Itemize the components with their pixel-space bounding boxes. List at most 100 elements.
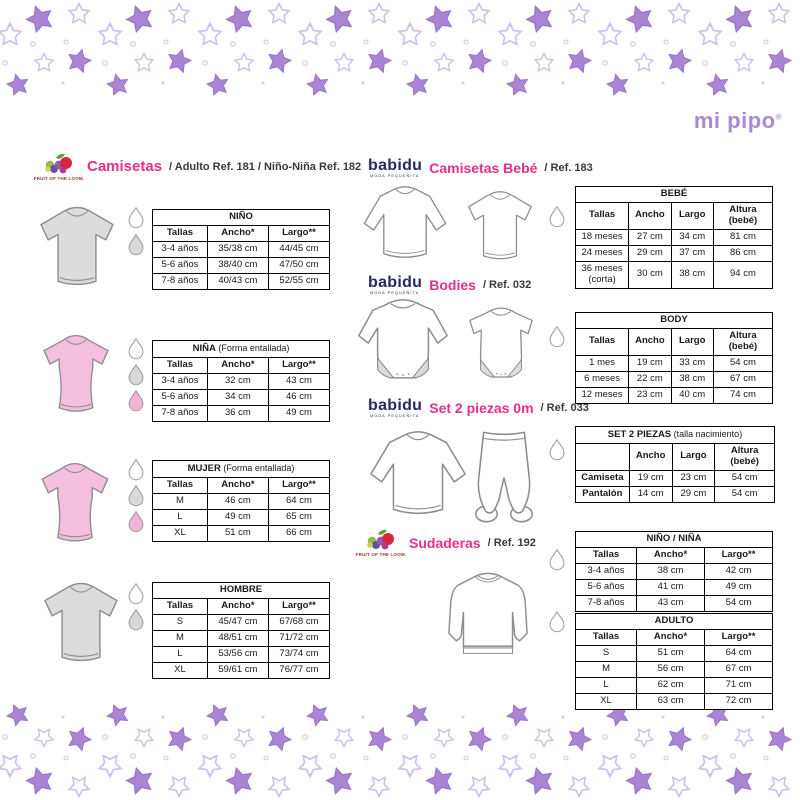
fruit-cluster-icon — [42, 152, 76, 176]
table-cell: 18 meses — [574, 228, 630, 246]
table-title-text: BEBÉ — [660, 188, 688, 200]
table-hombre: HOMBRE Tallas Ancho* Largo** S 45/47 cm 67/68 … — [152, 582, 331, 679]
drop-white-icon — [126, 582, 146, 607]
table-cell: 64 cm — [704, 644, 773, 662]
table-cell: 53/56 cm — [206, 645, 269, 663]
table-cell: XL — [152, 661, 208, 679]
table-cell: 81 cm — [712, 228, 774, 246]
babidu-logo-subtext: MODA PEQUEÑITA — [370, 414, 420, 418]
table-cell: 74 cm — [712, 386, 774, 404]
table-cell: 19 cm — [628, 354, 672, 372]
table-col-header: Altura (bebé) — [714, 442, 775, 471]
babidu-logo: babidu MODA PEQUEÑITA — [368, 275, 422, 296]
table-cell: 59/61 cm — [206, 661, 269, 679]
drop-white-icon — [126, 206, 146, 231]
table-row: Camiseta 19 cm 23 cm 54 cm — [575, 469, 775, 487]
table-row: XL 51 cm 66 cm — [152, 524, 331, 542]
table-cell: 41 cm — [636, 578, 706, 596]
star-border-bottom — [0, 705, 800, 800]
babidu-logo-text: babidu — [368, 274, 423, 291]
table-row: M 56 cm 67 cm — [574, 660, 773, 678]
table-cell: 54 cm — [714, 485, 775, 503]
table-col-header: Ancho* — [206, 356, 269, 374]
section-sudaderas-heading: FRUIT OF THE LOOM. Sudaderas / Ref. 192 — [356, 528, 536, 557]
table-cell: 43 cm — [636, 594, 706, 612]
set-camiseta-image — [364, 426, 472, 526]
table-cell: 48/51 cm — [206, 629, 269, 647]
table-cell: 86 cm — [712, 244, 774, 262]
table-row: 7-8 años 43 cm 54 cm — [574, 594, 773, 612]
table-cell: 38 cm — [670, 370, 714, 388]
table-col-header: Tallas — [152, 356, 208, 374]
table-row: S 51 cm 64 cm — [574, 644, 773, 662]
drop-gray-icon — [126, 608, 146, 633]
camiseta-bebe-manga-larga-image — [357, 186, 453, 264]
table-cell: 37 cm — [670, 244, 714, 262]
table-body: BODY Tallas Ancho Largo Altura (bebé) 1 mes 19… — [574, 312, 774, 404]
table-cell: 1 mes — [574, 354, 630, 372]
fruit-cluster-icon — [364, 528, 398, 552]
table-row: L 62 cm 71 cm — [574, 676, 773, 694]
section-title-set2: Set 2 piezas 0m — [429, 400, 534, 417]
table-cell: 65 cm — [267, 508, 331, 526]
nino-tshirt-image — [32, 205, 122, 291]
table-title-text: MUJER — [187, 463, 221, 474]
table-row: 7-8 años 40/43 cm 52/55 cm — [152, 272, 331, 290]
drop-pink-icon — [126, 389, 146, 414]
table-cell: XL — [152, 524, 208, 542]
fruit-of-the-loom-logo-text: FRUIT OF THE LOOM. — [33, 176, 85, 181]
table-cell: 67 cm — [712, 370, 774, 388]
set-pantalon-image — [470, 428, 538, 528]
table-col-header: Tallas — [574, 328, 630, 356]
table-col-header: Largo — [670, 328, 714, 356]
table-cell: 7-8 años — [152, 272, 208, 290]
table-cell: 66 cm — [267, 524, 331, 542]
table-cell: 71 cm — [704, 676, 773, 694]
mujer-tshirt-image — [32, 454, 118, 554]
table-cell: 51 cm — [636, 644, 706, 662]
camiseta-bebe-manga-corta-image — [458, 191, 542, 263]
table-cell: 7-8 años — [152, 404, 208, 422]
drop-white-icon — [547, 548, 567, 573]
table-cell: 6 meses — [574, 370, 630, 388]
table-col-header: Largo** — [267, 225, 331, 242]
table-title-text: HOMBRE — [219, 584, 263, 596]
table-col-header: Tallas — [152, 598, 208, 615]
table-col-header: Altura (bebé) — [712, 202, 774, 230]
table-col-header: Ancho — [628, 328, 672, 356]
table-cell: 5-6 años — [152, 388, 208, 406]
table-title-text: NIÑO — [229, 211, 253, 223]
babidu-logo: babidu MODA PEQUEÑITA — [368, 158, 422, 179]
babidu-logo-subtext: MODA PEQUEÑITA — [370, 174, 420, 178]
table-cell: 46 cm — [206, 492, 269, 510]
drop-pink-icon — [126, 510, 146, 535]
table-col-header: Ancho — [628, 442, 673, 471]
table-row: 3-4 años 32 cm 43 cm — [152, 372, 331, 390]
table-col-header: Tallas — [574, 547, 638, 564]
table-title-text: NIÑO / NIÑA — [646, 533, 702, 545]
table-col-header: Largo — [671, 442, 716, 471]
table-col-header: Ancho — [628, 202, 672, 230]
table-cell: 30 cm — [628, 260, 672, 289]
table-col-header: Largo — [670, 202, 714, 230]
table-cell: Camiseta — [575, 469, 630, 487]
table-title-text: NIÑA — [192, 343, 216, 354]
table-title: ADULTO — [575, 613, 773, 630]
table-col-header: Altura (bebé) — [712, 328, 774, 356]
table-cell: 76/77 cm — [267, 661, 331, 679]
section-camisetas-heading: FRUIT OF THE LOOM. Camisetas / Adulto Re… — [34, 152, 361, 181]
table-cell: 24 meses — [574, 244, 630, 262]
table-col-header: Largo** — [267, 476, 331, 494]
table-col-header: Ancho* — [636, 629, 706, 646]
table-cell: 49 cm — [704, 578, 773, 596]
table-cell: XL — [574, 692, 638, 710]
table-cell: Pantalón — [575, 485, 630, 503]
table-cell: 35/38 cm — [206, 240, 269, 258]
table-cell: 22 cm — [628, 370, 672, 388]
table-cell: 49 cm — [206, 508, 269, 526]
babidu-logo-text: babidu — [368, 397, 423, 414]
table-title-note: (Forma entallada) — [215, 343, 290, 353]
table-cell: 27 cm — [628, 228, 672, 246]
section-title-sudaderas: Sudaderas — [409, 534, 481, 551]
